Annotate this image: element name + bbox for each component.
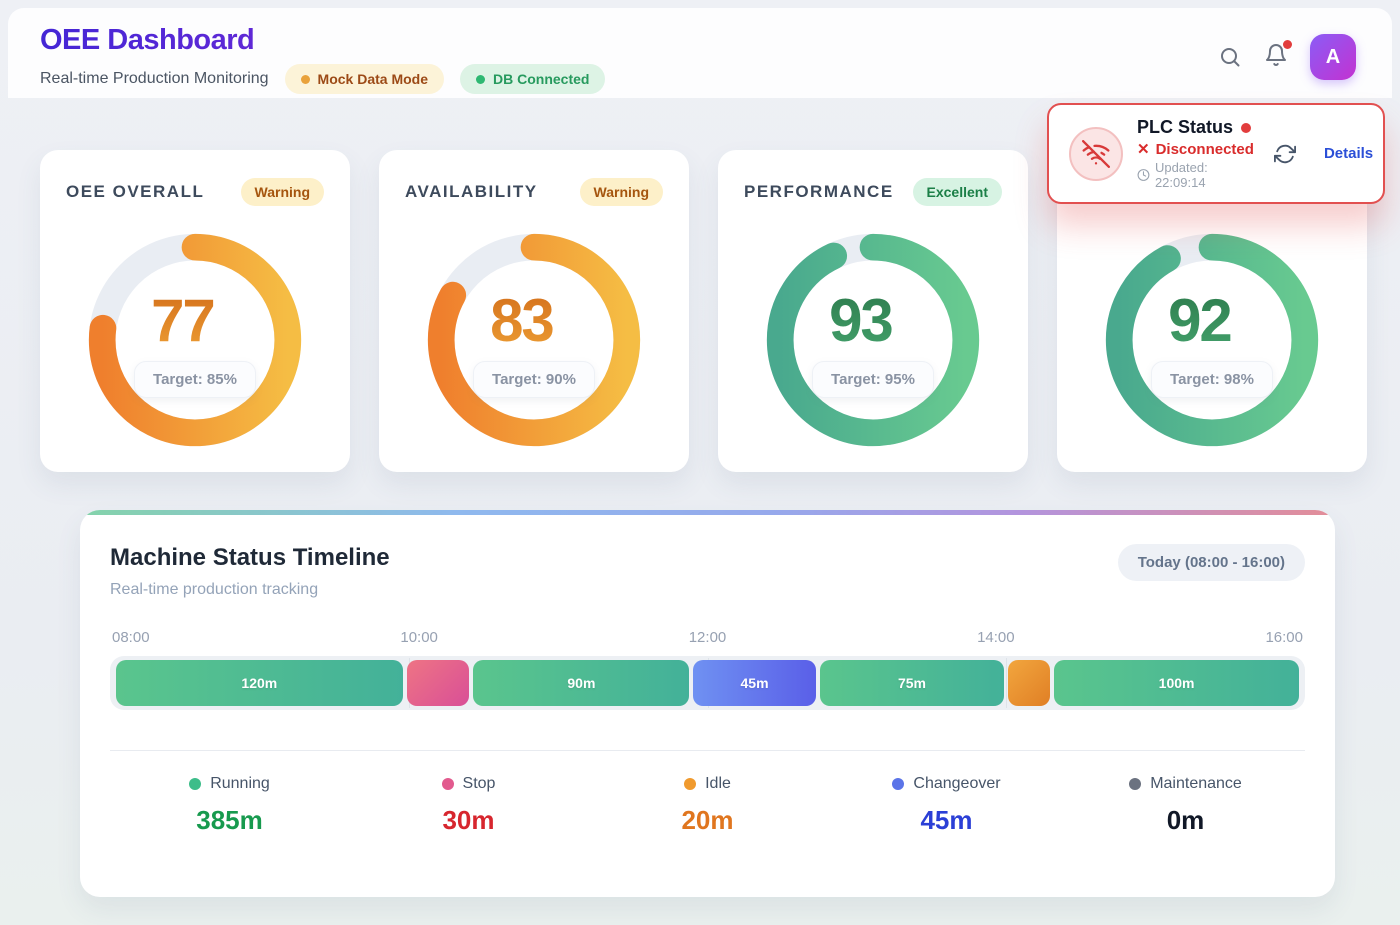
gauge-oee-overall: 77% Target: 85% [79, 224, 311, 456]
legend-label: Maintenance [1150, 775, 1242, 792]
machine-status-timeline-card: Machine Status Timeline Real-time produc… [80, 510, 1335, 897]
plc-updated-text: Updated: 22:09:14 [1154, 160, 1208, 190]
kpi-status-badge: Excellent [912, 178, 1002, 206]
legend-label: Stop [462, 775, 496, 792]
timeline-segment-changeover: 45m [693, 660, 816, 706]
timeline-track: 120m 90m 45m 75m 100m [114, 660, 1301, 706]
kpi-title: AVAILABILITY [405, 182, 538, 201]
timeline-segment-running: 90m [473, 660, 690, 706]
legend-item-idle: Idle 20m [681, 775, 733, 836]
plc-status-title: PLC Status [1137, 117, 1234, 137]
gridline [1006, 658, 1008, 708]
kpi-value: 77% [151, 286, 239, 354]
kpi-target: Target: 85% [134, 360, 256, 398]
db-connected-label: DB Connected [493, 71, 590, 87]
kpi-card-availability: AVAILABILITY Warning 83% Target: 90% [379, 150, 689, 472]
axis-tick: 08:00 [112, 629, 150, 646]
notifications-button[interactable] [1264, 39, 1292, 72]
app-header: OEE Dashboard Real-time Production Monit… [8, 8, 1392, 98]
timeline-segment-running: 120m [116, 660, 403, 706]
axis-tick: 10:00 [400, 629, 438, 646]
legend-dot [189, 778, 202, 790]
timeline-track-container: 120m 90m 45m 75m 100m [110, 656, 1305, 710]
plc-alert-dot [1241, 122, 1252, 133]
clock-icon [1137, 169, 1150, 181]
kpi-card-oee-overall: OEE OVERALL Warning 77% Target: 85% [40, 150, 350, 472]
legend-value: 30m [442, 805, 495, 835]
legend-item-stop: Stop 30m [441, 775, 496, 836]
legend-label: Idle [705, 775, 731, 792]
plc-icon-circle [1069, 126, 1123, 181]
mock-data-badge: Mock Data Mode [284, 64, 445, 94]
axis-tick: 12:00 [688, 629, 727, 646]
search-icon[interactable] [1218, 45, 1242, 69]
legend-value: 385m [196, 805, 263, 835]
legend-item-maintenance: Maintenance 0m [1129, 775, 1242, 836]
timeline-segment-idle [1008, 660, 1051, 706]
kpi-grid: OEE OVERALL Warning 77% Target: 85% AVAI… [40, 150, 1367, 472]
kpi-value: 92% [1168, 286, 1256, 354]
kpi-title: PERFORMANCE [744, 182, 894, 201]
gauge-availability: 83% Target: 90% [418, 224, 650, 456]
kpi-card-performance: PERFORMANCE Excellent 93% Target: 95% [718, 150, 1028, 472]
timeline-segment-running: 75m [819, 660, 1005, 706]
status-dot [476, 74, 486, 84]
timeline-segment-running: 100m [1054, 660, 1299, 706]
refresh-icon[interactable] [1273, 143, 1296, 165]
timeline-title: Machine Status Timeline [110, 544, 390, 571]
kpi-status-badge: Warning [240, 178, 324, 206]
legend-value: 20m [681, 805, 734, 835]
page-subtitle: Real-time Production Monitoring [40, 70, 269, 87]
plc-status-card: PLC Status ✕ Disconnected Updated: 22:09… [1047, 103, 1385, 204]
legend-dot [892, 778, 905, 790]
legend-item-running: Running 385m [189, 775, 270, 836]
legend-value: 0m [1166, 805, 1205, 835]
user-avatar[interactable]: A [1310, 34, 1356, 80]
timeline-legend: Running 385m Stop 30m Idle 20m Changeover 45m Ma… [110, 775, 1305, 836]
kpi-target: Target: 98% [1151, 360, 1273, 398]
x-icon: ✕ [1137, 141, 1150, 158]
kpi-status-badge: Warning [579, 178, 663, 206]
notification-dot [1283, 39, 1292, 49]
legend-label: Changeover [913, 775, 1001, 792]
axis-tick: 16:00 [1265, 629, 1303, 646]
legend-item-changeover: Changeover 45m [892, 775, 1001, 836]
gauge-performance: 93% Target: 95% [757, 224, 989, 456]
legend-dot [441, 778, 454, 790]
legend-value: 45m [920, 805, 973, 835]
mock-data-label: Mock Data Mode [317, 71, 429, 87]
plc-details-link[interactable]: Details [1323, 145, 1374, 162]
axis-tick: 14:00 [977, 629, 1015, 646]
page-title: OEE Dashboard [40, 24, 605, 57]
bell-icon [1266, 43, 1286, 66]
db-connected-badge: DB Connected [460, 64, 606, 94]
status-dot [300, 74, 310, 84]
kpi-value: 93% [829, 286, 917, 354]
kpi-value: 83% [490, 286, 578, 354]
plc-status-text: Disconnected [1155, 140, 1254, 158]
divider [110, 750, 1305, 751]
kpi-title: OEE OVERALL [66, 182, 205, 201]
timeline-subtitle: Real-time production tracking [110, 581, 319, 598]
plc-status-value: ✕ Disconnected [1137, 140, 1254, 159]
kpi-target: Target: 90% [473, 360, 595, 398]
legend-dot [1129, 778, 1142, 790]
wifi-off-icon [1082, 139, 1110, 168]
gauge-quality: 92% Target: 98% [1096, 224, 1328, 456]
legend-label: Running [210, 775, 270, 792]
kpi-target: Target: 95% [812, 360, 934, 398]
timeline-axis: 08:00 10:00 12:00 14:00 16:00 [112, 629, 1303, 646]
legend-dot [684, 778, 697, 790]
timeline-segment-stop [406, 660, 470, 706]
timeline-range-selector[interactable]: Today (08:00 - 16:00) [1117, 544, 1305, 581]
